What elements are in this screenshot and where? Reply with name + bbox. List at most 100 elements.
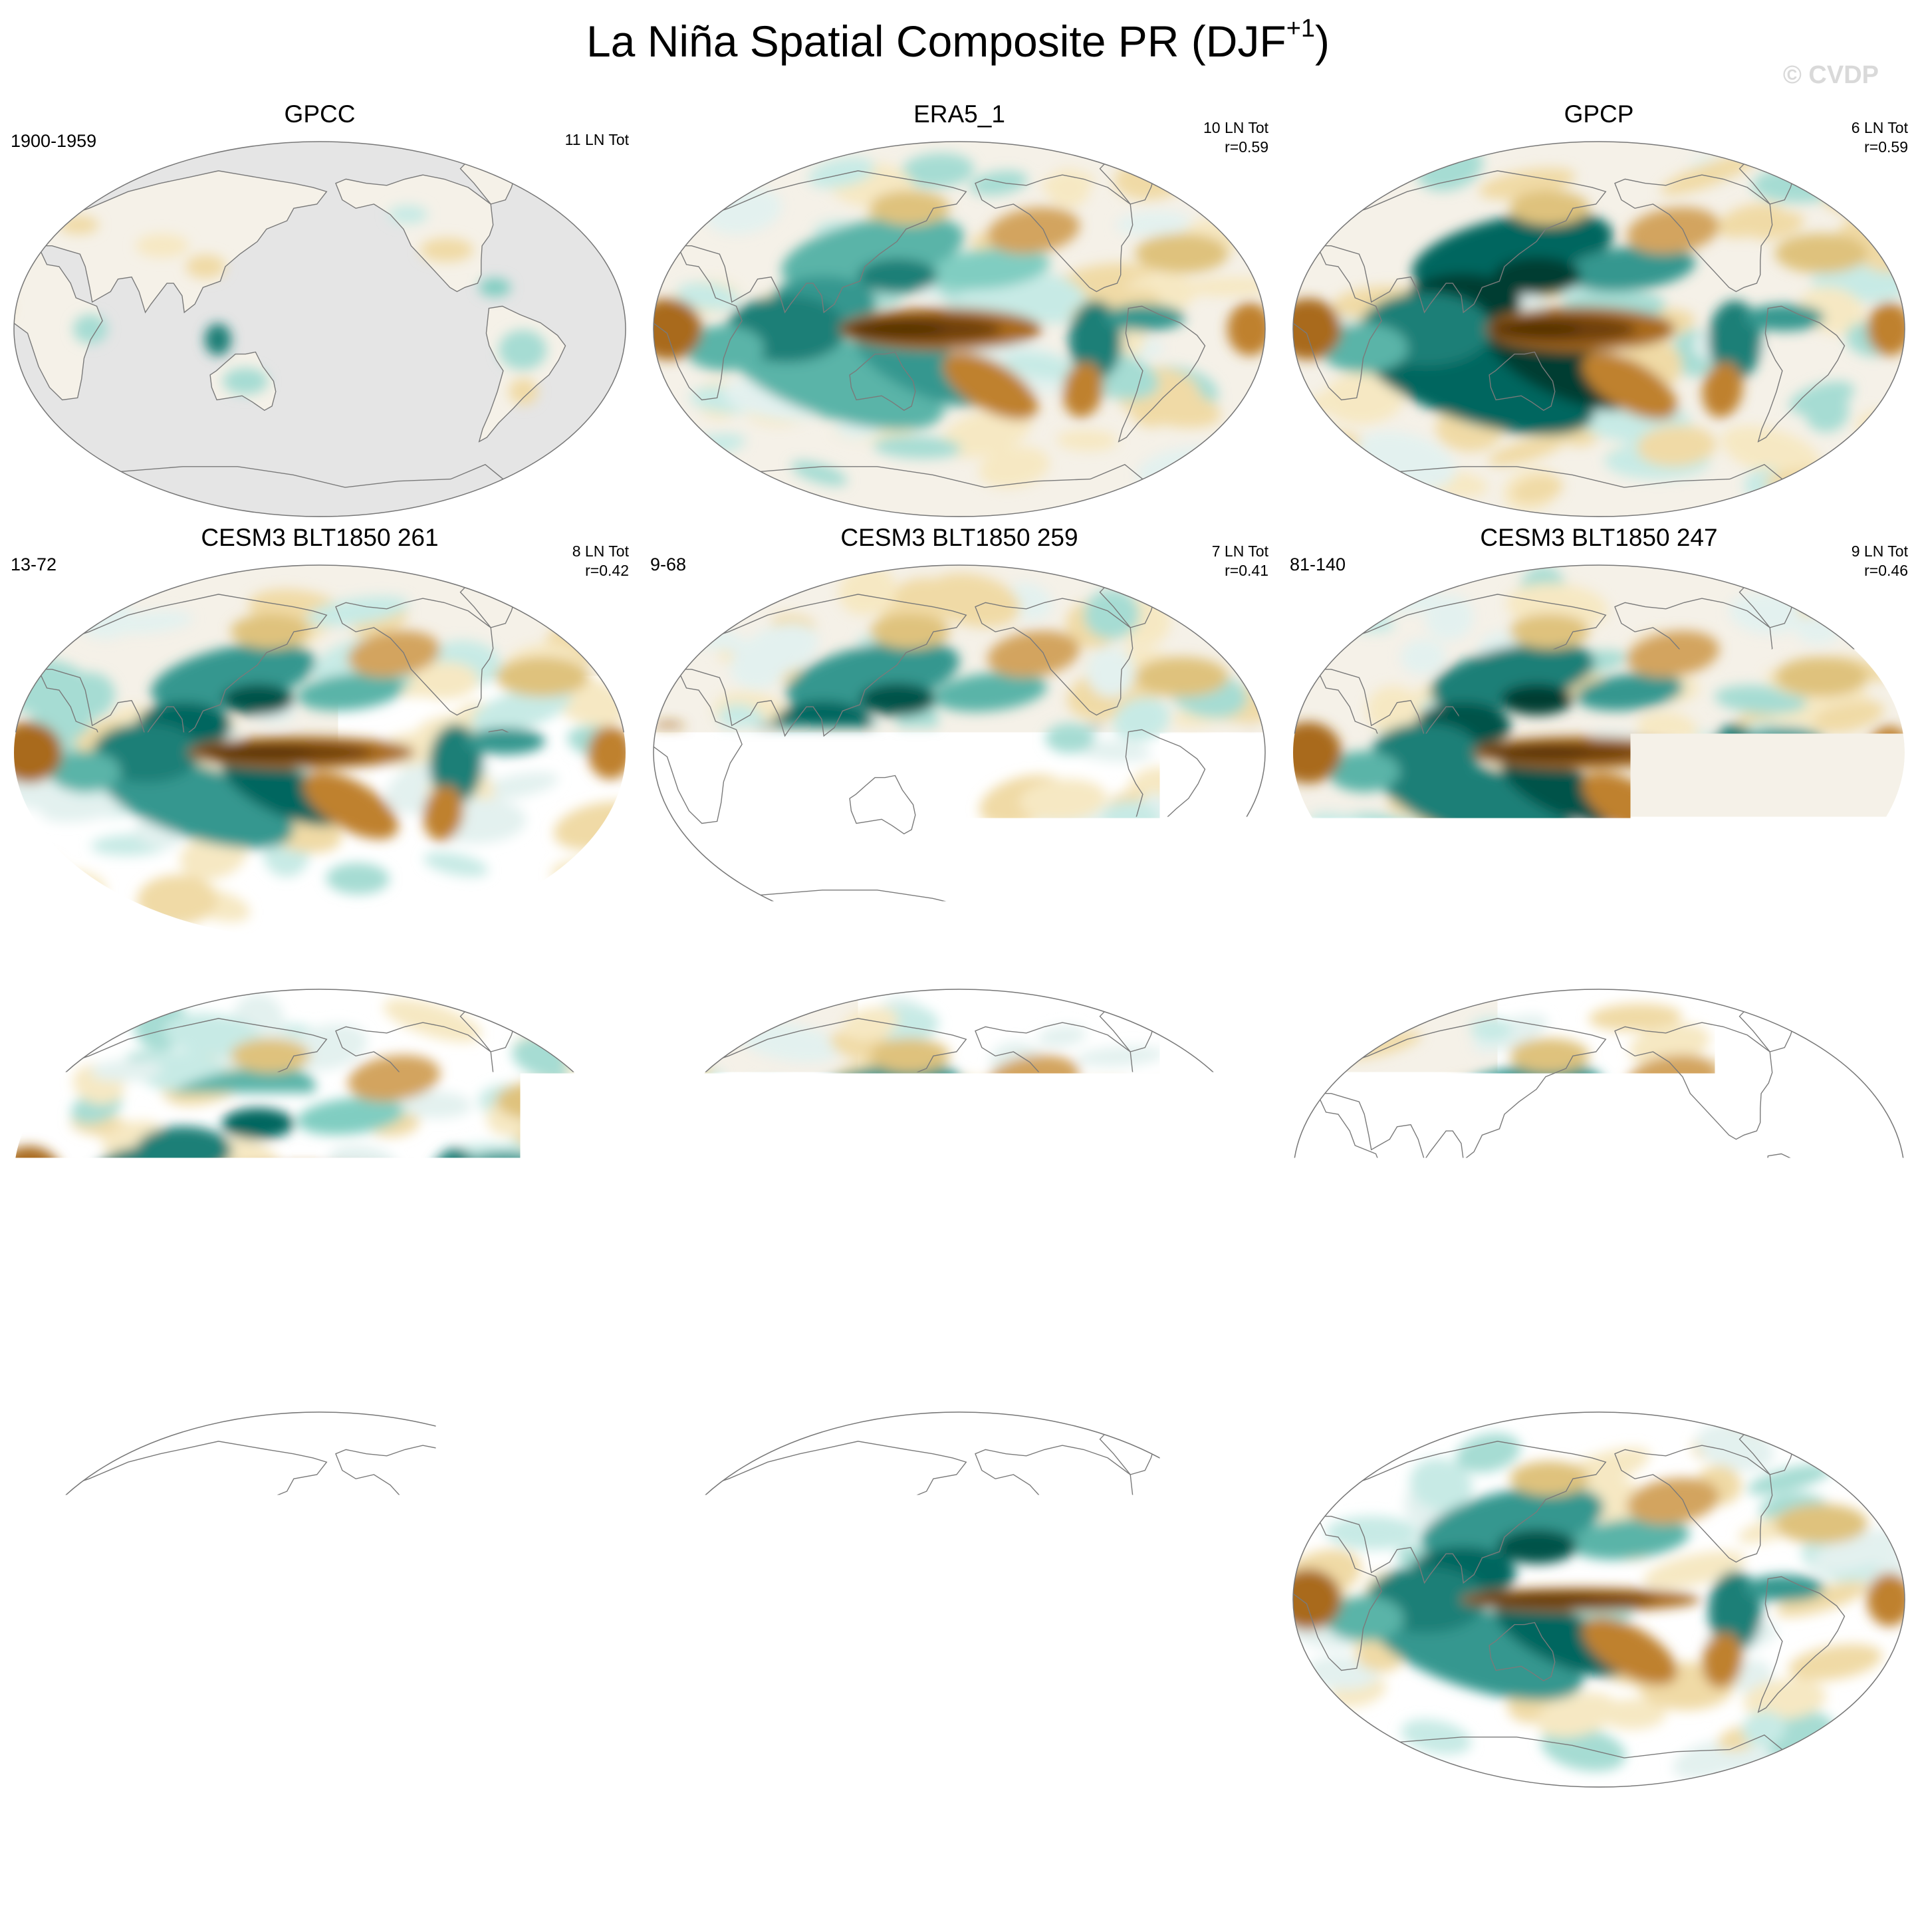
dry-anomaly [1136,657,1229,697]
dry-anomaly [204,747,312,759]
anomaly-patch [11,877,88,941]
land-anomaly [499,330,546,370]
figure-title-superscript: +1 [1286,15,1315,43]
anomaly-patch [1201,1428,1268,1477]
anomaly-patch [13,1285,112,1326]
map-panel: CESM2 piControl A 1701-1760 7 LN Tot r=0.47 [11,947,629,1366]
map-panel: CESM2 piControl B 1601-1660 9 LN Tot r=0.50 [650,947,1268,1366]
anomaly-patch [1820,874,1908,911]
event-count: 7 LN Tot [1212,542,1268,561]
wet-anomaly [1501,684,1573,715]
dry-anomaly [496,657,589,697]
anomaly-patch [1174,876,1268,910]
event-count: 10 LN Tot [1203,118,1268,138]
panel-title: CESM3 BLT1850 261 [11,523,629,552]
panel-title: CESM2 piControl D [11,1370,629,1399]
anomaly-patch [22,894,76,934]
wet-anomaly [1105,728,1185,755]
event-count: 9 LN Tot [1212,966,1268,985]
dry-anomaly [1481,1173,1594,1181]
colorbar-box [378,1800,443,1831]
land-anomaly [223,368,268,394]
wet-anomaly [1744,728,1824,755]
dry-anomaly [1136,1504,1229,1544]
dry-anomaly [1136,233,1229,273]
land-anomaly [420,238,473,262]
colorbar-units: mm/day [0,1876,1916,1917]
colorbar-box [831,1800,896,1831]
anomaly-patch [650,1296,696,1338]
wet-anomaly [1744,1575,1824,1602]
map-field [11,989,629,1364]
map-panel: CESM3 BLT1850 261 13-72 8 LN Tot r=0.42 [11,523,629,942]
robinson-map [11,563,629,942]
colorbar-box [637,1800,702,1831]
event-count: 9 LN Tot [1212,1389,1268,1408]
cvdp-watermark: © CVDP [1783,61,1879,90]
land-anomaly [185,255,225,279]
colorbar-box [1542,1800,1606,1831]
anomaly-patch [673,451,741,503]
map-panel: CESM2 piControl D 1401-1460 11 LN Tot r=0.5… [11,1370,629,1789]
robinson-map [1290,563,1908,942]
dry-anomaly [496,1504,589,1544]
land-anomaly [136,234,189,258]
robinson-map [650,563,1268,942]
land-anomaly [388,205,427,224]
map-field [650,1412,1268,1787]
anomaly-patch [11,849,72,913]
robinson-map [11,1410,629,1789]
event-count: 6 LN Tot [1852,118,1908,138]
wet-anomaly [1744,1152,1824,1179]
anomaly-patch [1210,605,1264,648]
dry-anomaly [1775,1081,1868,1121]
event-count: 11 LN Tot [565,1389,629,1408]
map-field [1290,1412,1908,1787]
wet-anomaly [1744,304,1824,331]
dry-anomaly [1775,233,1868,273]
colorbar-box [1089,1800,1154,1831]
colorbar-box [1024,1800,1090,1831]
land-anomaly [509,378,538,405]
wet-anomaly [465,1575,545,1602]
dry-anomaly [850,322,945,336]
wet-anomaly [218,1529,298,1564]
robinson-map [1290,987,1908,1366]
colorbar [314,1800,1606,1831]
map-panel: CESM2 piControl E 1301-1360 9 LN Tot r=0.39 [650,1370,1268,1789]
colorbar-box [1348,1800,1413,1831]
map-field [650,142,1268,517]
anomaly-patch [1296,1303,1342,1334]
panel-title: CESM3 BLT1850 247 [1290,523,1908,552]
wet-anomaly [222,1108,294,1140]
map-field [11,142,626,517]
wet-anomaly [1105,1152,1185,1179]
map-panel: GPCP 6 LN Tot r=0.59 [1290,100,1908,519]
wet-anomaly [858,259,937,293]
panel-title: CESM2 piControl F [1290,1370,1908,1399]
colorbar-box [1219,1800,1284,1831]
colorbar-box [701,1800,767,1831]
anomaly-patch [11,583,78,642]
colorbar-box [572,1800,638,1831]
anomaly-patch [658,460,739,490]
dry-anomaly [847,747,949,757]
map-panel: ERA5_1 10 LN Tot r=0.59 [650,100,1268,519]
anomaly-patch [650,1310,739,1344]
wet-anomaly [1493,257,1581,295]
event-count: 8 LN Tot [572,542,629,561]
colorbar-box [960,1800,1025,1831]
panel-title: CESM2 piControl C [1290,947,1908,977]
colorbar-box [1477,1800,1542,1831]
dry-anomaly [1487,747,1588,759]
colorbar-box [1412,1800,1477,1831]
colorbar-box [443,1800,508,1831]
map-panel: CESM2 piControl C 1501-1560 10 LN Tot r=0.5… [1290,947,1908,1366]
panel-title: CESM2 piControl A [11,947,629,977]
dry-anomaly [1136,1081,1229,1121]
colorbar-labels: -5 -4 -3 -2 -1 -.75 -.5 -.25 -.1 0 .1 .25 .5 .75 1 2 3 4 5 [314,1840,1606,1880]
wet-anomaly [465,728,545,755]
anomaly-patch [11,1276,79,1339]
figure-title-suffix: ) [1315,17,1330,66]
anomaly-patch [21,869,106,911]
